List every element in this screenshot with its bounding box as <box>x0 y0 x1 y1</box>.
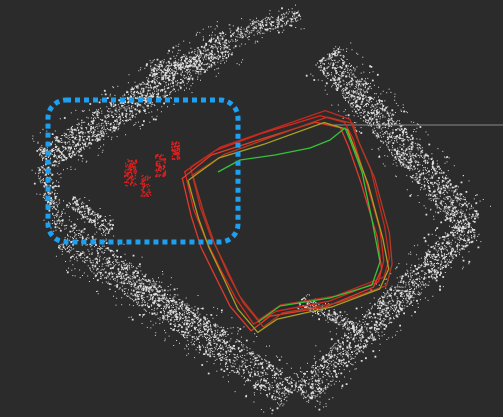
trajectory <box>191 116 393 328</box>
highlight-box <box>45 97 241 245</box>
red-points <box>124 141 181 198</box>
red-cluster <box>124 141 181 198</box>
trajectories <box>181 109 393 334</box>
trajectory-green <box>217 127 381 323</box>
trajectory <box>187 121 390 334</box>
